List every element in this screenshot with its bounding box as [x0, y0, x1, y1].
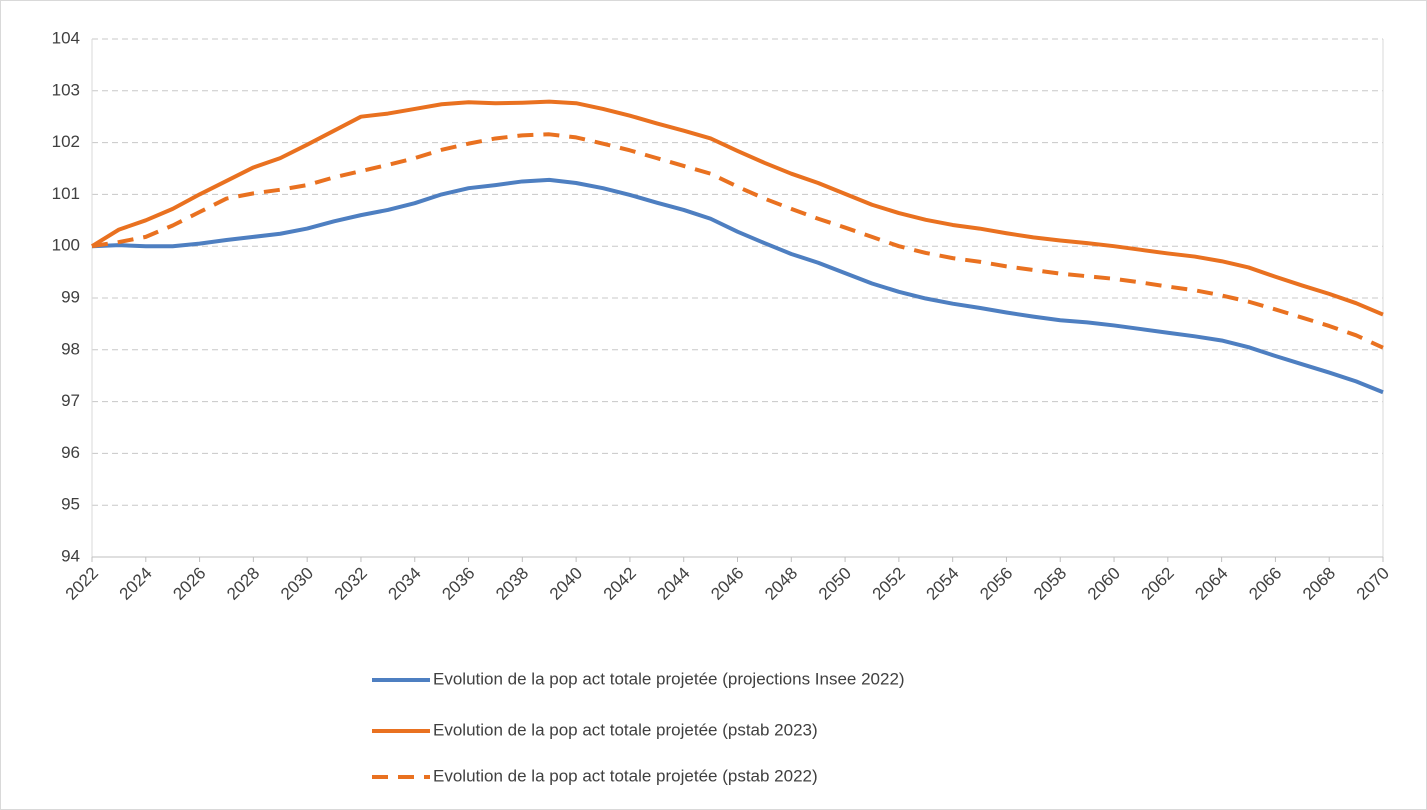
y-tick-label: 95	[61, 495, 80, 514]
y-tick-label: 98	[61, 339, 80, 358]
legend-label: Evolution de la pop act totale projetée …	[433, 766, 818, 785]
series-line	[90, 99, 1384, 317]
y-tick-label: 104	[52, 28, 80, 47]
y-tick-label: 99	[61, 287, 80, 306]
y-tick-label: 100	[52, 236, 80, 255]
series-line	[91, 177, 1384, 395]
y-tick-label: 102	[52, 132, 80, 151]
legend-label: Evolution de la pop act totale projetée …	[433, 669, 905, 688]
legend-label: Evolution de la pop act totale projetée …	[433, 720, 818, 739]
y-tick-label: 103	[52, 80, 80, 99]
y-tick-label: 94	[61, 546, 80, 565]
y-tick-label: 96	[61, 443, 80, 462]
y-tick-label: 101	[52, 184, 80, 203]
y-tick-label: 97	[61, 391, 80, 410]
